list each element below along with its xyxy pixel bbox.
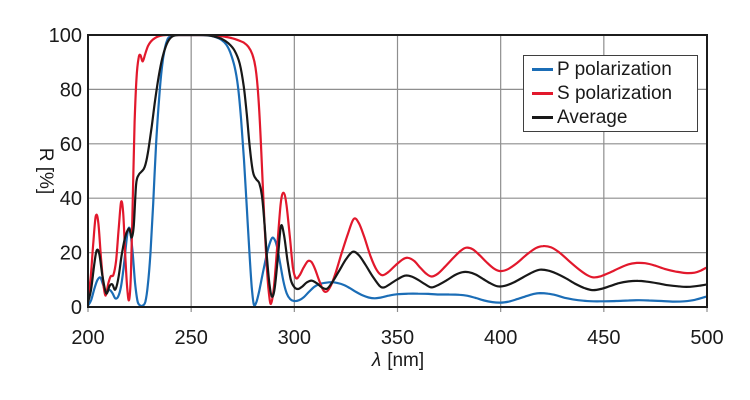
x-tick-label: 400 [484, 327, 517, 349]
y-tick-label: 80 [60, 79, 82, 101]
y-tick-label: 20 [60, 243, 82, 265]
x-axis-unit: [nm] [387, 350, 424, 371]
x-tick-label: 350 [381, 327, 414, 349]
y-tick-label: 60 [60, 134, 82, 156]
curve-average [88, 34, 707, 304]
x-tick-label: 200 [71, 327, 104, 349]
legend-item-p-polarization: P polarization [532, 58, 689, 82]
s-polarization-line-swatch [532, 92, 553, 95]
legend: P polarization S polarization Average [523, 55, 698, 132]
y-tick-label: 0 [71, 297, 82, 319]
plot-border [87, 34, 708, 308]
curve-s-polarization [88, 34, 707, 306]
legend-label-p-polarization: P polarization [557, 58, 672, 80]
average-line-swatch [532, 116, 553, 119]
p-polarization-line-swatch [532, 68, 553, 71]
x-tick-labels: 200 250 300 350 400 450 500 [71, 327, 723, 349]
legend-label-average: Average [557, 106, 628, 128]
y-axis-label: R [%] [35, 148, 56, 194]
legend-item-s-polarization: S polarization [532, 82, 689, 106]
legend-item-average: Average [532, 106, 689, 130]
legend-label-s-polarization: S polarization [557, 82, 673, 104]
x-tick-label: 500 [690, 327, 723, 349]
x-axis-label: λ [nm] [371, 350, 424, 371]
x-tick-label: 450 [587, 327, 620, 349]
y-tick-labels: 0 20 40 60 80 100 [49, 25, 82, 319]
y-tick-label: 100 [49, 25, 82, 47]
curves [88, 34, 707, 308]
x-tick-label: 250 [174, 327, 207, 349]
lambda-symbol: λ [371, 350, 381, 371]
y-tick-label: 40 [60, 188, 82, 210]
x-tick-label: 300 [278, 327, 311, 349]
